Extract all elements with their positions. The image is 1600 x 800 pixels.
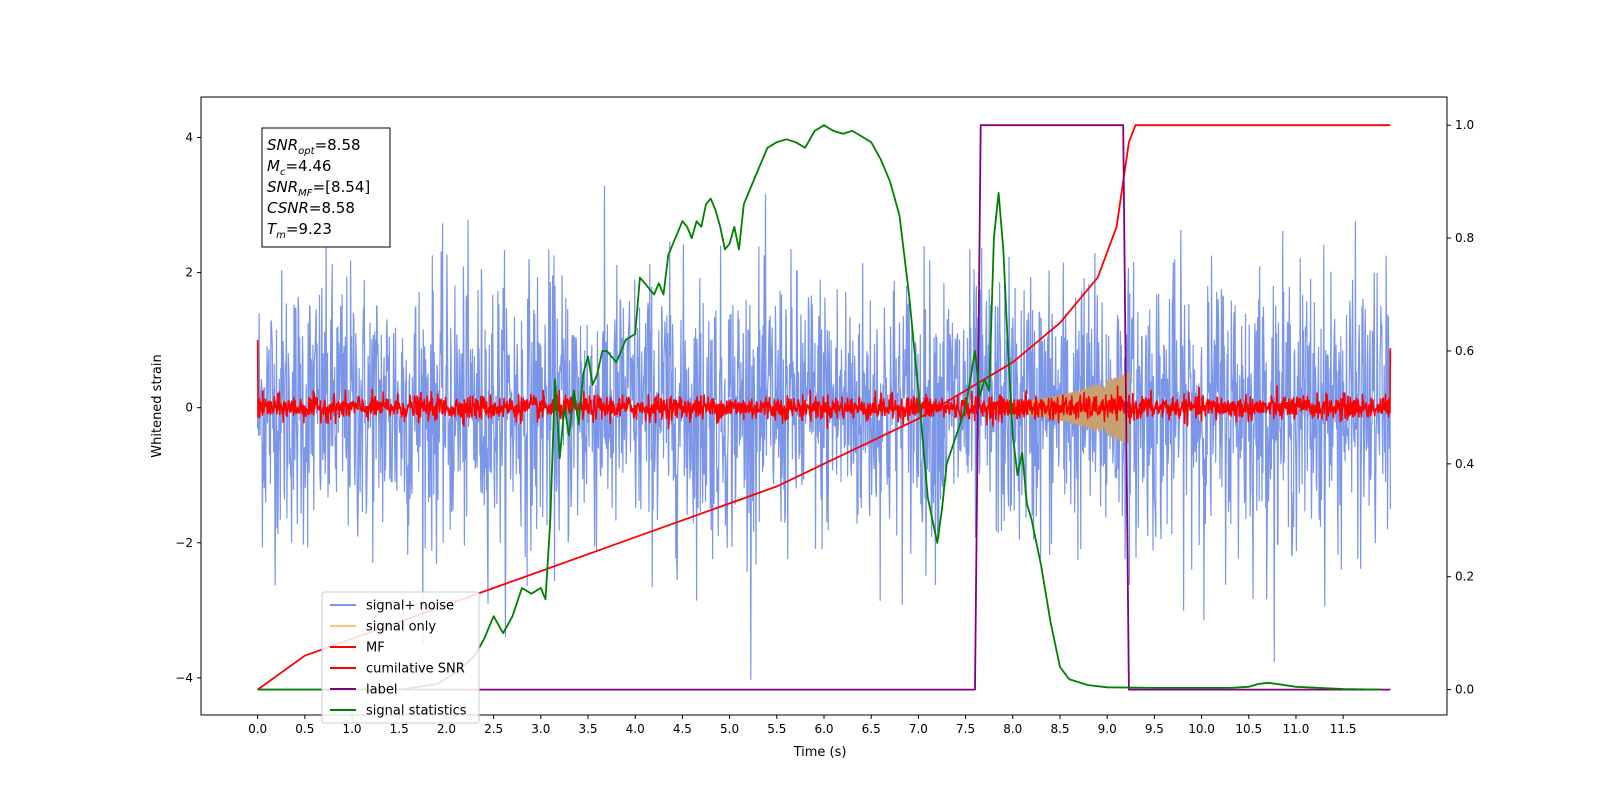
- x-tick-label: 4.0: [626, 722, 645, 736]
- x-tick-label: 5.5: [767, 722, 786, 736]
- annotation-line: SNRMF=[8.54]: [267, 178, 370, 199]
- x-tick-label: 8.0: [1003, 722, 1022, 736]
- annotation-line: Tm=9.23: [267, 220, 332, 241]
- x-tick-label: 9.0: [1098, 722, 1117, 736]
- y2-tick-label: 0.8: [1455, 231, 1474, 245]
- y-axis-ticks: −4 −2 0 2 4: [175, 131, 201, 685]
- x-tick-label: 4.5: [673, 722, 692, 736]
- y-tick-label: −4: [175, 671, 193, 685]
- y2-tick-label: 0.2: [1455, 570, 1474, 584]
- legend-entry: signal statistics: [366, 704, 467, 719]
- y-tick-label: −2: [175, 536, 193, 550]
- y-tick-label: 2: [185, 266, 193, 280]
- legend-frame: [321, 591, 480, 724]
- annotation-line: SNRopt=8.58: [267, 136, 361, 157]
- legend-entry: signal+ noise: [366, 599, 454, 614]
- x-tick-label: 11.5: [1330, 722, 1357, 736]
- x-tick-label: 9.5: [1145, 722, 1164, 736]
- legend-entry: label: [366, 683, 397, 698]
- x-tick-label: 8.5: [1050, 722, 1069, 736]
- annotation-line: Mc=4.46: [267, 157, 331, 178]
- series-line-signal-statistics: [257, 124, 1381, 691]
- y2-tick-label: 0.6: [1455, 344, 1474, 358]
- legend-entry: MF: [366, 641, 385, 656]
- x-axis-ticks: 0.0 0.5 1.0 1.5 2.0 2.5 3.0 3.5 4.0 4.5 5.0 5.5 6.0 6…: [248, 715, 1357, 736]
- x-tick-label: 0.0: [248, 722, 267, 736]
- legend-entry: signal only: [366, 620, 436, 635]
- y-axis-label: Whitened strain: [150, 354, 165, 457]
- x-tick-label: 2.0: [437, 722, 456, 736]
- x-tick-label: 3.5: [578, 722, 597, 736]
- x-tick-label: 7.5: [956, 722, 975, 736]
- y-tick-label: 4: [185, 131, 193, 145]
- x-tick-label: 7.0: [909, 722, 928, 736]
- y2-tick-label: 0.0: [1455, 683, 1474, 697]
- x-tick-label: 11.0: [1283, 722, 1310, 736]
- series-line-label: [257, 124, 1391, 691]
- x-tick-label: 6.0: [814, 722, 833, 736]
- x-tick-label: 3.0: [531, 722, 550, 736]
- series-line-signal-noise: [257, 185, 1391, 680]
- x-tick-label: 10.5: [1235, 722, 1262, 736]
- annotation-line: CSNR=8.58: [267, 199, 355, 217]
- x-tick-label: 5.0: [720, 722, 739, 736]
- x-tick-label: 6.5: [862, 722, 881, 736]
- annotation-frame: [261, 127, 391, 248]
- x-tick-label: 1.5: [390, 722, 409, 736]
- series-line-mf: [256, 340, 1392, 429]
- x-tick-label: 0.5: [295, 722, 314, 736]
- y2-tick-label: 1.0: [1455, 118, 1474, 132]
- x-axis-label: Time (s): [793, 745, 847, 760]
- legend: signal+ noise signal only MF cumilative SNR…: [321, 591, 480, 724]
- y2-tick-label: 0.4: [1455, 457, 1474, 471]
- x-tick-label: 2.5: [484, 722, 503, 736]
- x-tick-label: 10.0: [1188, 722, 1215, 736]
- y2-axis-ticks: 0.0 0.2 0.4 0.6 0.8 1.0: [1447, 118, 1474, 697]
- legend-entry: cumilative SNR: [366, 662, 465, 677]
- x-tick-label: 1.0: [342, 722, 361, 736]
- y-tick-label: 0: [185, 401, 193, 415]
